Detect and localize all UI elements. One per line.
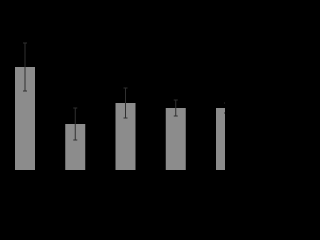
- error-bar: [73, 107, 78, 141]
- bar: [165, 108, 186, 170]
- bar: [115, 103, 136, 170]
- bar: [65, 124, 86, 170]
- error-bar: [23, 42, 27, 92]
- bar: [15, 67, 35, 170]
- background: [0, 0, 225, 225]
- chart: [0, 0, 225, 225]
- page: {"chart_data": {"type": "bar", "categori…: [0, 0, 225, 225]
- error-bar: [173, 99, 178, 117]
- error-bar: [224, 102, 225, 114]
- bar: [216, 108, 225, 170]
- error-bar: [123, 87, 128, 119]
